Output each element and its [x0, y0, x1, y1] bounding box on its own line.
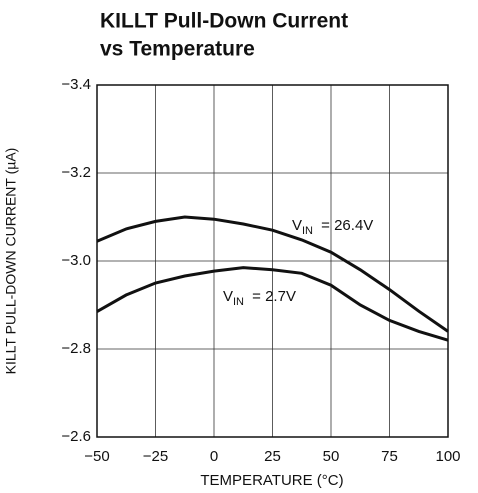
y-tick-label: −3.4 — [61, 76, 91, 93]
x-axis-label: TEMPERATURE (°C) — [200, 472, 343, 489]
plot-frame — [96, 84, 449, 438]
series-label-sub: IN — [233, 296, 244, 308]
x-tick-label: 50 — [323, 448, 340, 465]
x-tick-label: 25 — [264, 448, 281, 465]
line — [96, 215, 449, 333]
series-label: V IN = 2.7V — [223, 288, 296, 308]
x-tick-label: −25 — [143, 448, 168, 465]
chart-title: vs Temperature — [100, 38, 255, 61]
x-tick-label: 100 — [435, 448, 460, 465]
chart-title: KILLT Pull-Down Current — [100, 10, 348, 33]
y-tick-label: −3.0 — [61, 252, 91, 269]
x-tick-label: 75 — [381, 448, 398, 465]
series-label-rest: = 26.4V — [317, 217, 373, 234]
y-axis-label: KILLT PULL-DOWN CURRENT (µA) — [3, 148, 19, 375]
line — [96, 266, 449, 342]
series-label-sub: IN — [302, 225, 313, 237]
series-label-v: V — [292, 217, 302, 234]
series-label-v: V — [223, 288, 233, 305]
series-label-rest: = 2.7V — [248, 288, 296, 305]
x-tick-label: 0 — [210, 448, 218, 465]
series-label: V IN = 26.4V — [292, 217, 373, 237]
y-tick-label: −2.6 — [61, 428, 91, 445]
x-tick-label: −50 — [84, 448, 109, 465]
y-tick-label: −2.8 — [61, 340, 91, 357]
y-tick-label: −3.2 — [61, 164, 91, 181]
